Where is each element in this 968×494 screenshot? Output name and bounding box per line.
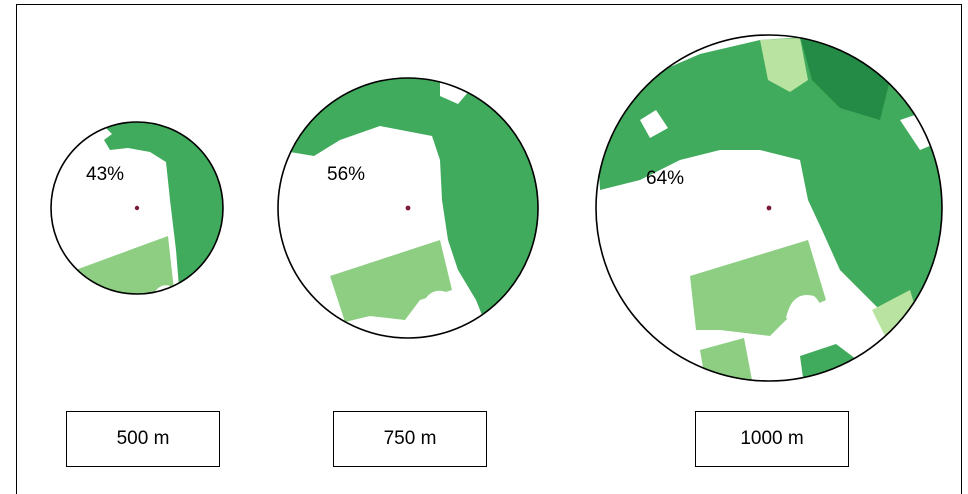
center-point-icon [766,205,772,211]
green-area-light [330,240,452,322]
buffer-750-map [277,77,539,339]
radius-text: 750 m [383,428,437,449]
buffer-500-map [50,121,224,295]
buffer-1000-outline [595,34,943,382]
buffer-maps-svg [50,34,943,382]
figure-border [16,4,962,494]
radius-label-500: 500 m [66,411,220,467]
center-point-icon [405,205,411,211]
green-share-label-500: 43% [86,164,125,185]
radius-text: 1000 m [740,428,804,449]
buffer-500-outline [50,121,224,295]
green-share-label-750: 56% [327,164,366,185]
green-area-main [284,78,538,330]
radius-text: 500 m [116,428,170,449]
figure-frame: 43% 56% 64% 500 m 750 m 1000 m [16,4,962,494]
green-area-main [100,122,223,294]
radius-label-750: 750 m [333,411,487,467]
buffer-1000-map [595,34,943,382]
buffer-750-outline [277,77,539,339]
green-area-pale [760,38,808,92]
center-point-icon [134,205,140,211]
green-share-label-1000: 64% [646,168,685,189]
radius-label-1000: 1000 m [695,411,849,467]
